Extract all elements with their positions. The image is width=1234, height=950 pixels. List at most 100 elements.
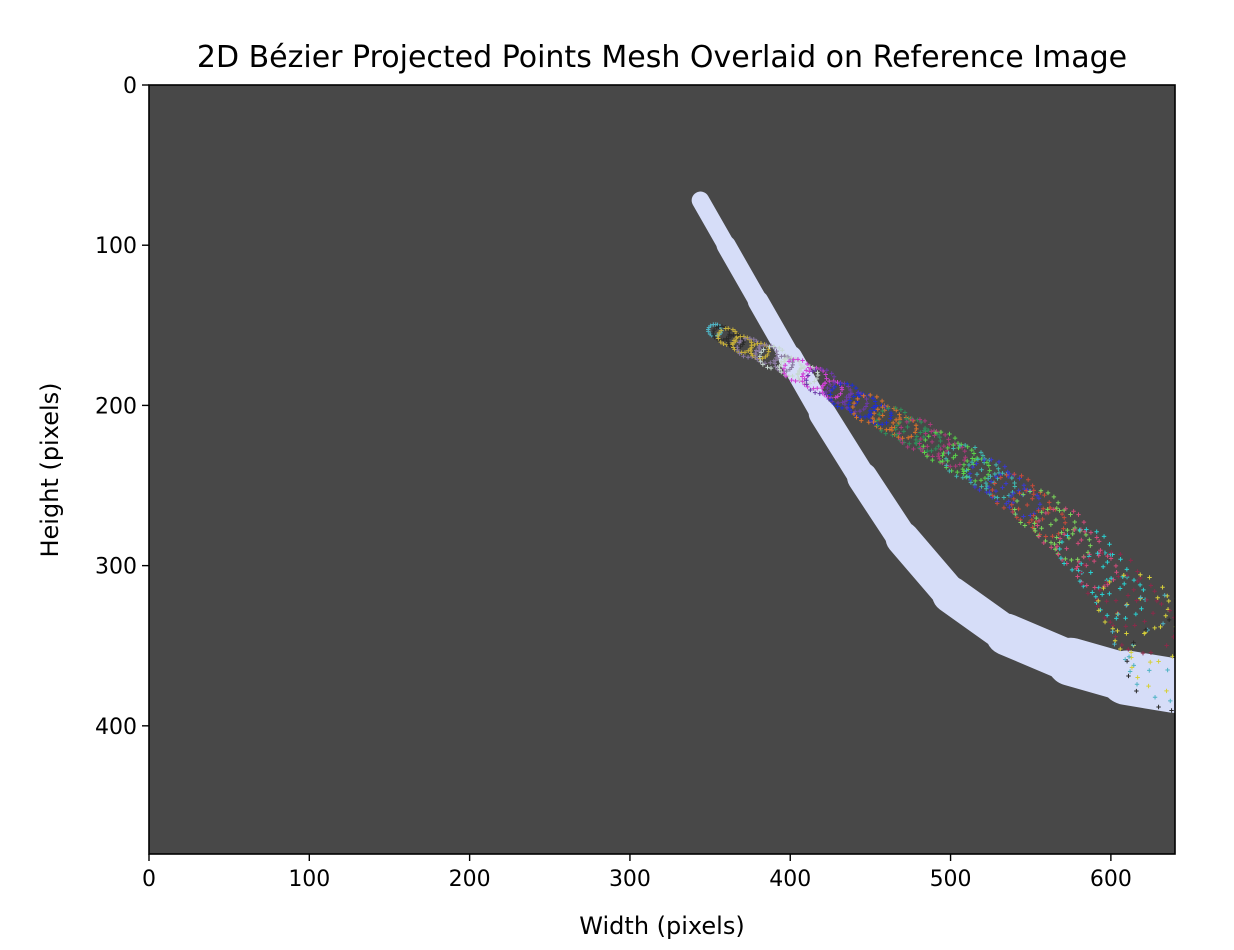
mesh-point [1043, 534, 1048, 539]
mesh-point [1033, 528, 1038, 534]
mesh-point [922, 425, 928, 431]
mesh-point [1107, 542, 1112, 547]
mesh-point [790, 373, 795, 379]
mesh-point [1065, 533, 1070, 538]
mesh-point [1045, 490, 1051, 496]
mesh-point [1084, 583, 1089, 588]
mesh-point [969, 459, 975, 465]
mesh-point [851, 411, 857, 417]
mesh-point [1068, 512, 1073, 517]
mesh-point [1165, 667, 1170, 673]
mesh-point [772, 361, 778, 366]
mesh-point [947, 431, 952, 437]
mesh-point [1113, 598, 1119, 603]
mesh-point [1096, 598, 1101, 604]
mesh-point [928, 422, 933, 427]
mesh-point [1134, 598, 1139, 603]
mesh-point [764, 342, 769, 348]
mesh-point [789, 355, 794, 360]
mesh-point [1041, 540, 1046, 546]
mesh-point [847, 398, 853, 403]
mesh-point [824, 376, 829, 381]
mesh-point [1124, 603, 1129, 608]
mesh-point [886, 406, 891, 411]
mesh-point [904, 419, 910, 425]
mesh-point [1123, 615, 1128, 621]
mesh-point [871, 419, 876, 425]
mesh-point [726, 336, 731, 341]
mesh-point [1029, 517, 1034, 523]
mesh-point [938, 438, 943, 444]
mesh-point [1109, 550, 1114, 555]
mesh-point [753, 351, 758, 356]
mesh-point [918, 436, 923, 442]
mesh-point [1124, 567, 1130, 572]
y-tick-label: 300 [95, 555, 137, 580]
mesh-point [907, 441, 912, 446]
mesh-point [820, 383, 826, 388]
mesh-point [749, 351, 754, 356]
mesh-point [846, 402, 852, 407]
mesh-point [1072, 519, 1077, 525]
mesh-point [903, 416, 909, 422]
mesh-point [941, 443, 947, 449]
mesh-point [861, 406, 866, 412]
y-axis-label: Height (pixels) [36, 383, 64, 558]
mesh-point [1128, 558, 1133, 563]
mesh-point [1013, 511, 1018, 517]
mesh-point [1166, 598, 1171, 604]
mesh-point [1146, 683, 1151, 689]
plot-frame [148, 84, 1176, 855]
mesh-point [1012, 480, 1017, 486]
mesh-point [1118, 646, 1123, 652]
mesh-point [1163, 613, 1168, 618]
mesh-point [879, 428, 884, 434]
mesh-point [993, 488, 999, 494]
mesh-point [725, 326, 731, 331]
mesh-point [1062, 515, 1067, 520]
mesh-point [921, 444, 926, 449]
mesh-point [846, 384, 851, 389]
mesh-point [1131, 640, 1136, 645]
mesh-point [869, 411, 874, 417]
mesh-point [1164, 643, 1169, 648]
mesh-point [1050, 534, 1055, 539]
mesh-point [844, 394, 849, 400]
mesh-point [1039, 510, 1044, 515]
mesh-point [1142, 619, 1147, 624]
mesh-point [1041, 506, 1046, 511]
mesh-point [1117, 586, 1123, 591]
mesh-point [1022, 523, 1028, 528]
mesh-point [864, 401, 870, 406]
mesh-point [893, 405, 898, 411]
mesh-point [1051, 494, 1057, 500]
mesh-point [1011, 491, 1016, 496]
mesh-point [974, 461, 979, 466]
mesh-point [1030, 483, 1035, 488]
mesh-point [857, 414, 863, 420]
mesh-point [1081, 519, 1087, 525]
mesh-point [893, 432, 899, 438]
mesh-point [708, 323, 713, 329]
mesh-point [725, 339, 731, 344]
mesh-point [945, 445, 950, 451]
mesh-point [1012, 507, 1017, 512]
mesh-point [1079, 537, 1084, 543]
mesh-point [804, 368, 809, 373]
mesh-point [981, 457, 987, 463]
mesh-point [925, 444, 930, 449]
mesh-point [814, 376, 820, 382]
mesh-point [1116, 612, 1121, 617]
mesh-point [968, 477, 973, 482]
plot-area [149, 85, 1175, 854]
mesh-point [973, 478, 978, 484]
mesh-point [913, 423, 919, 428]
mesh-point [1088, 543, 1093, 548]
mesh-point [989, 457, 994, 462]
mesh-point [963, 455, 968, 460]
mesh-point [1132, 623, 1137, 628]
mesh-point [914, 434, 920, 439]
mesh-point [730, 341, 735, 347]
mesh-point [897, 431, 902, 436]
